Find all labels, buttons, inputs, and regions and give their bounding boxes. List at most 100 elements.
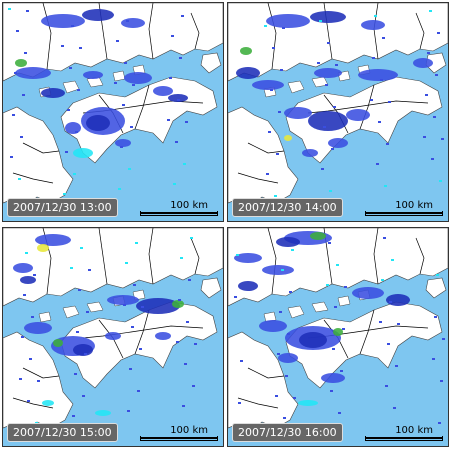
radar-speckle <box>344 286 347 288</box>
radar-speckle <box>425 94 428 96</box>
radar-speckle <box>325 84 328 86</box>
radar-speckle <box>374 15 377 17</box>
radar-speckle <box>82 395 85 397</box>
prefecture-boundary <box>82 325 204 339</box>
scale-line <box>365 211 443 216</box>
radar-echo <box>37 244 49 252</box>
radar-speckle <box>272 47 275 49</box>
radar-speckle <box>67 109 70 111</box>
timestamp-badge: 2007/12/30 15:00 <box>7 423 118 442</box>
radar-speckle <box>180 257 183 259</box>
radar-speckle <box>329 190 332 192</box>
radar-speckle <box>178 299 181 301</box>
prefecture-boundary <box>267 228 277 295</box>
radar-echo <box>236 67 260 79</box>
radar-speckle <box>176 341 179 343</box>
radar-speckle <box>386 143 389 145</box>
radar-speckle <box>10 156 13 158</box>
radar-speckle <box>279 311 282 313</box>
small-island <box>86 301 104 313</box>
radar-speckle <box>319 20 322 22</box>
radar-echo <box>314 68 342 78</box>
radar-speckle <box>335 64 338 66</box>
prefecture-boundary <box>148 228 154 285</box>
radar-speckle <box>20 136 23 138</box>
radar-speckle <box>114 82 117 84</box>
radar-echo <box>15 59 27 67</box>
radar-speckle <box>321 168 324 170</box>
radar-speckle <box>169 77 172 79</box>
radar-speckle <box>287 333 290 335</box>
radar-speckle <box>167 119 170 121</box>
map-svg <box>228 228 448 446</box>
radar-speckle <box>333 106 336 108</box>
radar-speckle <box>429 10 432 12</box>
radar-speckle <box>26 10 29 12</box>
radar-speckle <box>194 343 197 345</box>
radar-speckle <box>22 94 25 96</box>
radar-echo <box>124 72 152 84</box>
radar-panel-1500: 2007/12/30 15:00 100 km <box>2 227 224 447</box>
map-svg <box>3 3 223 221</box>
radar-speckle <box>175 141 178 143</box>
map-svg <box>228 3 448 221</box>
radar-speckle <box>328 242 331 244</box>
radar-echo <box>24 322 52 334</box>
radar-echo <box>115 139 131 147</box>
small-island <box>112 70 126 82</box>
radar-echo <box>153 86 173 96</box>
radar-speckle <box>391 259 394 261</box>
radar-speckle <box>395 365 398 367</box>
radar-speckle <box>384 185 387 187</box>
prefecture-boundary <box>42 3 52 70</box>
radar-echo <box>234 253 262 263</box>
radar-speckle <box>29 358 32 360</box>
radar-speckle <box>12 114 15 116</box>
radar-speckle <box>173 183 176 185</box>
prefecture-boundary <box>359 84 375 130</box>
radar-speckle <box>431 158 434 160</box>
radar-speckle <box>439 180 442 182</box>
radar-speckle <box>116 40 119 42</box>
radar-echo <box>278 353 298 363</box>
radar-echo <box>321 373 345 383</box>
radar-speckle <box>73 173 76 175</box>
radar-speckle <box>14 72 17 74</box>
radar-speckle <box>19 378 22 380</box>
scale-line <box>140 211 218 216</box>
scale-label: 100 km <box>170 200 208 211</box>
prefecture-boundary <box>415 12 425 50</box>
radar-echo <box>299 332 327 348</box>
radar-speckle <box>440 380 443 382</box>
radar-echo <box>53 339 63 347</box>
radar-speckle <box>24 52 27 54</box>
radar-speckle <box>118 188 121 190</box>
radar-echo <box>361 20 385 30</box>
shikoku-landmass <box>285 301 443 389</box>
radar-speckle <box>379 321 382 323</box>
radar-speckle <box>432 358 435 360</box>
radar-speckle <box>23 294 26 296</box>
radar-speckle <box>27 400 30 402</box>
radar-speckle <box>436 274 439 276</box>
radar-speckle <box>126 20 129 22</box>
honshu-landmass <box>228 228 448 307</box>
radar-echo <box>20 276 36 284</box>
radar-speckle <box>280 69 283 71</box>
small-island <box>287 80 305 94</box>
prefecture-boundary <box>22 367 60 379</box>
prefecture-boundary <box>12 172 54 184</box>
radar-speckle <box>132 84 135 86</box>
radar-speckle <box>135 242 138 244</box>
radar-speckle <box>84 353 87 355</box>
radar-echo <box>105 332 121 340</box>
radar-echo <box>107 295 139 305</box>
radar-speckle <box>376 163 379 165</box>
radar-speckle <box>77 89 80 91</box>
radar-speckle <box>240 360 243 362</box>
radar-speckle <box>270 89 273 91</box>
radar-speckle <box>33 274 36 276</box>
scale-label: 100 km <box>395 425 433 436</box>
small-island <box>311 301 329 313</box>
radar-speckle <box>69 67 72 69</box>
